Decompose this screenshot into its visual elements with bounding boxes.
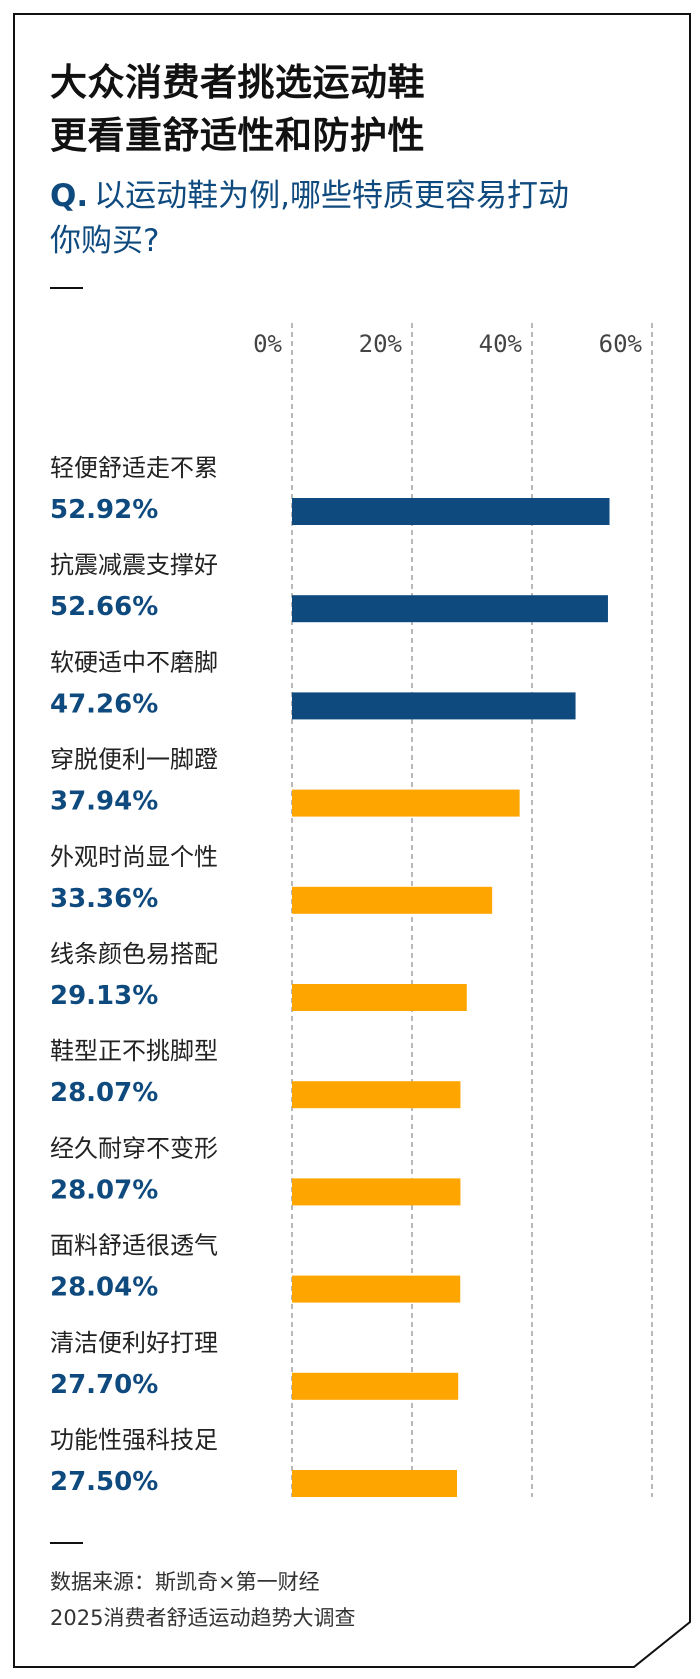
value-label: 29.13% <box>50 981 158 1011</box>
divider-bottom <box>50 1542 83 1544</box>
category-label: 外观时尚显个性 <box>50 843 218 871</box>
x-tick-label: 40% <box>479 330 523 358</box>
bar <box>292 984 467 1011</box>
question-line2: 你购买? <box>50 223 160 259</box>
page-title-line2: 更看重舒适性和防护性 <box>50 114 425 157</box>
question-text: 以运动鞋为例,哪些特质更容易打动 <box>94 178 569 214</box>
bar <box>292 1470 457 1497</box>
value-label: 33.36% <box>50 884 158 914</box>
page-title-line1: 大众消费者挑选运动鞋 <box>50 61 425 104</box>
source-line2: 2025消费者舒适运动趋势大调查 <box>50 1606 356 1630</box>
x-tick-label: 20% <box>359 330 403 358</box>
question-prefix: Q. <box>50 178 89 214</box>
category-label: 功能性强科技足 <box>50 1426 218 1454</box>
value-label: 27.70% <box>50 1370 158 1400</box>
bar <box>292 692 576 720</box>
value-label: 52.92% <box>50 495 158 525</box>
category-label: 线条颜色易搭配 <box>50 940 218 968</box>
category-label: 清洁便利好打理 <box>50 1329 218 1357</box>
bar <box>292 1081 461 1109</box>
x-tick-label: 0% <box>253 330 282 358</box>
category-label: 轻便舒适走不累 <box>50 454 218 482</box>
bar <box>292 1275 461 1303</box>
bar <box>292 789 520 817</box>
x-tick-label: 60% <box>599 330 643 358</box>
value-label: 28.04% <box>50 1273 158 1303</box>
category-label: 鞋型正不挑脚型 <box>50 1037 218 1065</box>
value-label: 27.50% <box>50 1467 158 1497</box>
divider-top <box>50 287 83 289</box>
question-line1: Q. 以运动鞋为例,哪些特质更容易打动 <box>50 170 569 215</box>
value-label: 47.26% <box>50 689 158 719</box>
bar <box>292 498 610 525</box>
category-label: 经久耐穿不变形 <box>50 1134 218 1162</box>
category-label: 面料舒适很透气 <box>50 1232 218 1260</box>
category-label: 抗震减震支撑好 <box>50 551 218 579</box>
source-line1: 数据来源：斯凯奇×第一财经 <box>50 1570 320 1594</box>
bar <box>292 1178 461 1206</box>
value-label: 28.07% <box>50 1175 158 1205</box>
value-label: 52.66% <box>50 592 158 622</box>
category-label: 穿脱便利一脚蹬 <box>50 746 218 774</box>
bar <box>292 1372 459 1400</box>
bar <box>292 886 493 914</box>
category-label: 软硬适中不磨脚 <box>50 648 218 676</box>
value-label: 28.07% <box>50 1078 158 1108</box>
bar <box>292 595 608 623</box>
value-label: 37.94% <box>50 787 158 817</box>
